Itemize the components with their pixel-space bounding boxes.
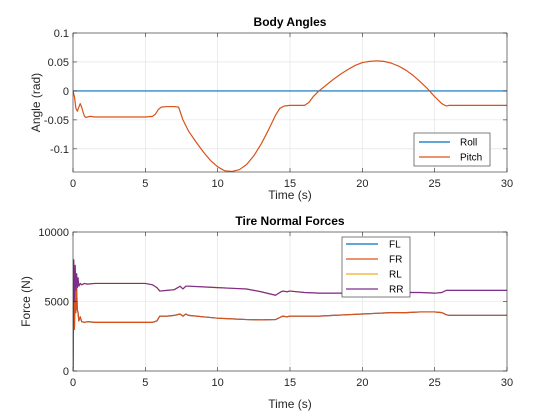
legend-label-rl: RL — [389, 270, 402, 281]
legend-label-fl: FL — [389, 240, 401, 251]
y-tick-label: 0 — [63, 366, 69, 378]
x-tick-label: 10 — [212, 178, 224, 190]
x-tick-label: 0 — [70, 178, 76, 190]
legend: Roll Pitch — [413, 132, 491, 167]
ticks: 0 5 10 15 20 25 30 -0.1 -0.05 0 0.05 0.1 — [44, 28, 513, 190]
y-axis-label: Force (N) — [19, 276, 33, 327]
legend-label-pitch: Pitch — [460, 153, 482, 164]
legend-label-fr: FR — [389, 255, 402, 266]
chart-title: Body Angles — [254, 15, 327, 29]
x-tick-label: 5 — [142, 377, 148, 389]
x-tick-label: 0 — [70, 377, 76, 389]
x-tick-label: 15 — [284, 178, 296, 190]
x-axis-label: Time (s) — [268, 188, 312, 202]
body-angles-axes: 0 5 10 15 20 25 30 -0.1 -0.05 0 0.05 0.1 Body Angle… — [29, 15, 513, 202]
y-tick-label: -0.1 — [50, 144, 69, 156]
x-tick-label: 20 — [356, 178, 368, 190]
series-line-pitch — [73, 60, 507, 172]
series-line-fr — [73, 261, 507, 369]
x-tick-label: 25 — [429, 178, 441, 190]
tire-normal-forces-axes: 0 5 10 15 20 25 30 0 5000 10000 Tire Normal Force… — [19, 214, 513, 411]
x-tick-label: 15 — [284, 377, 296, 389]
x-tick-label: 30 — [501, 178, 513, 190]
y-tick-label: 0 — [63, 86, 69, 98]
legend: FL FR RL RR — [341, 236, 411, 298]
x-tick-label: 30 — [501, 377, 513, 389]
chart-title: Tire Normal Forces — [235, 214, 344, 228]
x-tick-label: 10 — [212, 377, 224, 389]
legend-box — [413, 132, 491, 167]
y-tick-label: -0.05 — [44, 115, 69, 127]
series-group — [73, 60, 507, 172]
y-axis-label: Angle (rad) — [29, 73, 43, 132]
y-tick-label: 10000 — [38, 227, 69, 239]
legend-label-rr: RR — [389, 285, 403, 296]
legend-box — [341, 236, 411, 298]
y-tick-label: 0.1 — [54, 28, 69, 40]
x-tick-label: 25 — [429, 377, 441, 389]
legend-label-roll: Roll — [460, 138, 477, 149]
y-tick-label: 5000 — [45, 297, 69, 309]
x-tick-label: 20 — [356, 377, 368, 389]
ticks: 0 5 10 15 20 25 30 0 5000 10000 — [38, 227, 513, 389]
y-tick-label: 0.05 — [48, 57, 69, 69]
x-axis-label: Time (s) — [268, 397, 312, 411]
x-tick-label: 5 — [142, 178, 148, 190]
